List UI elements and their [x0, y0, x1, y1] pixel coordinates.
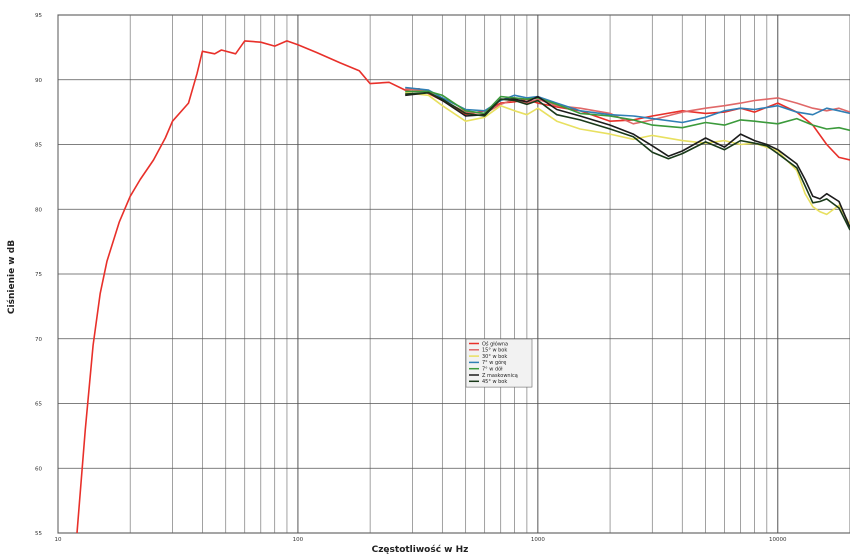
series-line-4 — [405, 86, 850, 124]
legend-label: 30° w bok — [482, 354, 507, 360]
y-tick-label: 85 — [35, 143, 42, 149]
y-tick-label: 70 — [35, 337, 42, 343]
y-tick-label: 90 — [35, 78, 42, 84]
legend-label: 7° w dół — [482, 366, 503, 373]
legend-label: 15° w bok — [482, 348, 507, 354]
x-tick-label: 100 — [293, 537, 304, 543]
y-tick-label: 60 — [35, 466, 42, 472]
y-tick-label: 55 — [35, 531, 42, 537]
legend-label: Z maskownicą — [482, 373, 518, 379]
y-tick-label: 95 — [35, 13, 42, 19]
series-line-1 — [76, 40, 850, 534]
y-tick-label: 75 — [35, 272, 42, 278]
x-tick-label: 1000 — [531, 537, 545, 543]
series-line-7 — [405, 91, 850, 231]
y-tick-label: 80 — [35, 207, 42, 213]
x-axis-title: Częstotliwość w Hz — [372, 544, 469, 555]
y-tick-labels: 55 60 65 70 75 80 85 90 95 — [35, 13, 42, 537]
y-tick-label: 65 — [35, 402, 42, 408]
series-line-3 — [405, 91, 850, 226]
legend-label: 7° w górę — [482, 359, 506, 366]
series-lines — [76, 40, 850, 534]
chart-grid — [57, 14, 850, 534]
series-line-5 — [405, 90, 850, 132]
x-tick-label: 10 — [55, 537, 62, 543]
x-tick-labels: 10 100 1000 10000 — [55, 537, 788, 543]
legend-label: Oś główna — [482, 340, 508, 347]
x-tick-label: 10000 — [769, 537, 787, 543]
y-axis-title: Ciśnienie w dB — [6, 240, 17, 314]
legend-label: 45° w bok — [482, 379, 507, 385]
